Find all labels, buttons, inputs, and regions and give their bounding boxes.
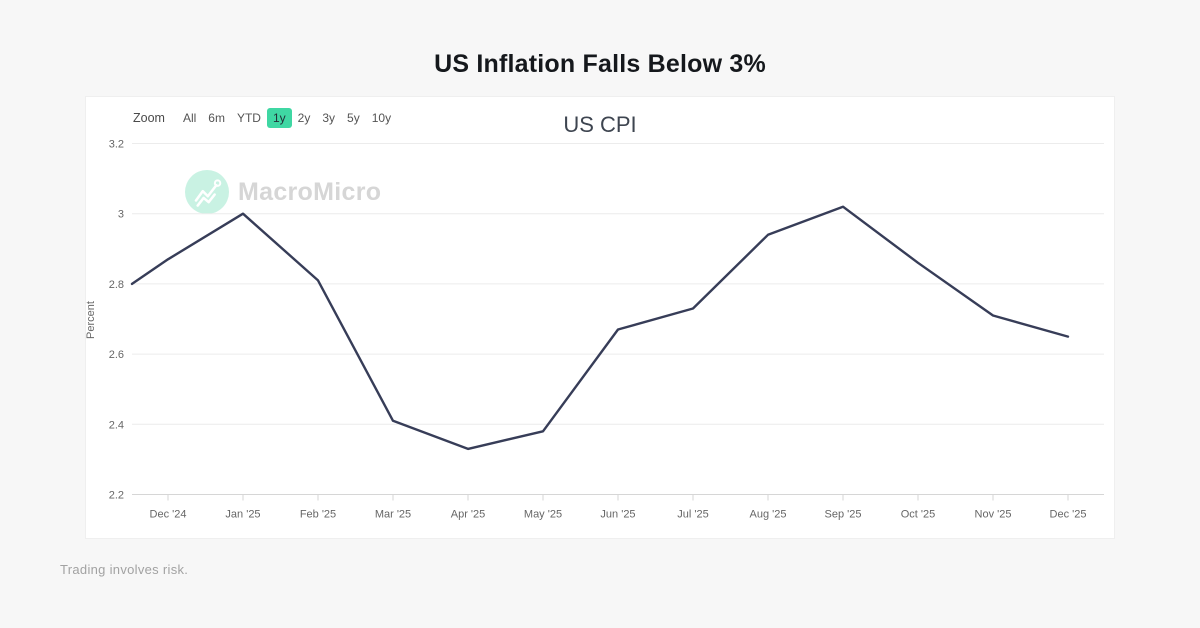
watermark-text: MacroMicro <box>238 177 382 206</box>
range-button-all[interactable]: All <box>177 108 202 128</box>
y-axis-tick-label: 3 <box>118 209 124 221</box>
range-toolbar: Zoom All 6m YTD 1y 2y 3y 5y 10y <box>133 108 397 128</box>
chart-title: US CPI <box>563 112 637 137</box>
macromicro-logo-icon <box>185 170 229 214</box>
range-button-6m[interactable]: 6m <box>202 108 231 128</box>
range-button-ytd[interactable]: YTD <box>231 108 267 128</box>
x-axis-tick-label: Sep '25 <box>825 509 862 521</box>
disclaimer-text: Trading involves risk. <box>60 562 189 577</box>
chart-plot-area[interactable]: 3.2 3 2.8 2.6 2.4 2.2 Dec '24 Jan '25 Feb '25 Mar… <box>86 97 1114 538</box>
range-button-group: All 6m YTD 1y 2y 3y 5y 10y <box>177 108 397 128</box>
y-axis-tick-label: 3.2 <box>109 139 124 151</box>
range-button-2y[interactable]: 2y <box>292 108 317 128</box>
x-axis-tick-label: Aug '25 <box>750 509 787 521</box>
x-axis-tick-label: May '25 <box>524 509 562 521</box>
chart-card: Zoom All 6m YTD 1y 2y 3y 5y 10y US CPI MacroMic… <box>85 97 1114 538</box>
zoom-label: Zoom <box>133 111 165 125</box>
x-axis-tick-label: Dec '25 <box>1050 509 1087 521</box>
watermark: MacroMicro <box>185 170 381 214</box>
range-button-1y[interactable]: 1y <box>266 108 292 128</box>
range-button-10y[interactable]: 10y <box>366 108 397 128</box>
x-axis-tick-label: Oct '25 <box>901 509 936 521</box>
x-axis-tick-label: Feb '25 <box>300 509 336 521</box>
range-button-5y[interactable]: 5y <box>341 108 366 128</box>
x-axis-tick-label: Dec '24 <box>150 509 187 521</box>
page-title: US Inflation Falls Below 3% <box>434 50 766 78</box>
x-axis-tick-label: Apr '25 <box>451 509 486 521</box>
cpi-line-series[interactable] <box>130 205 1070 451</box>
x-axis-tick-label: Nov '25 <box>975 509 1012 521</box>
range-button-3y[interactable]: 3y <box>316 108 341 128</box>
y-axis-tick-label: 2.8 <box>109 279 124 291</box>
x-axis-tick-label: Jan '25 <box>225 509 260 521</box>
x-axis-tick-label: Jun '25 <box>600 509 635 521</box>
y-axis-tick-label: 2.2 <box>109 490 124 502</box>
x-axis-tick-label: Jul '25 <box>677 509 708 521</box>
y-axis-tick-label: 2.6 <box>109 349 124 361</box>
y-axis-tick-label: 2.4 <box>109 419 124 431</box>
x-axis-tick-label: Mar '25 <box>375 509 411 521</box>
